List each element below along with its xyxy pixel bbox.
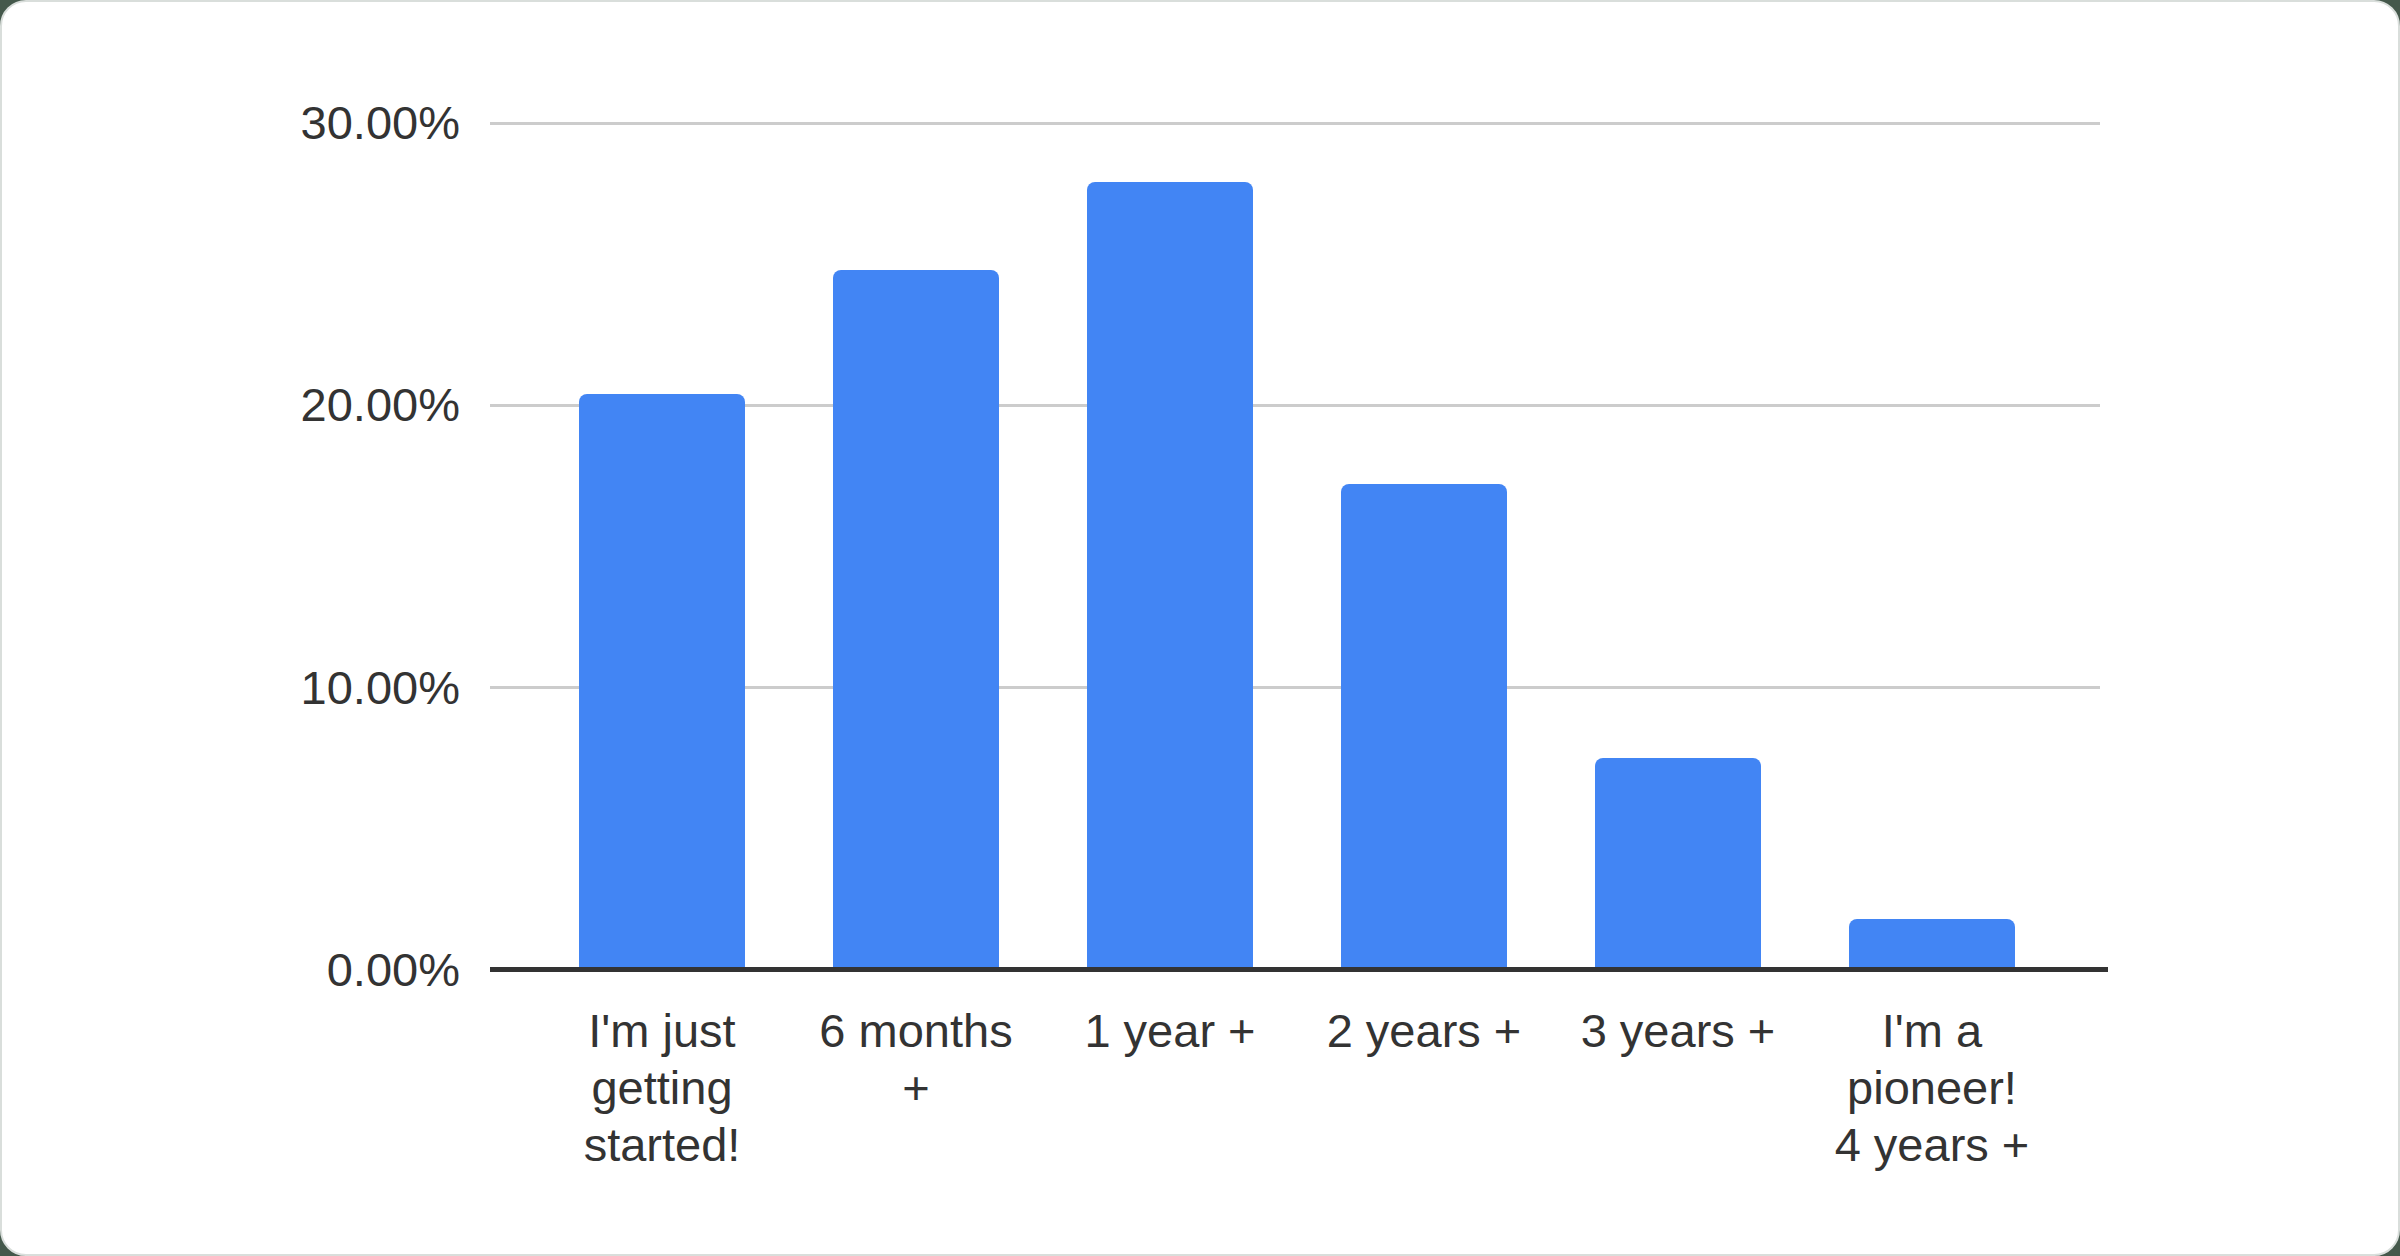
x-axis-category-label: 1 year + <box>1035 1002 1305 1059</box>
bar[interactable] <box>833 270 999 970</box>
chart-card: 0.00% 10.00% 20.00% 30.00% I'm just getting … <box>0 0 2400 1256</box>
x-axis-category-label: 3 years + <box>1543 1002 1813 1059</box>
x-axis-line <box>490 967 2108 972</box>
bar[interactable] <box>1595 758 1761 970</box>
bar-chart: 0.00% 10.00% 20.00% 30.00% I'm just getting … <box>2 2 2398 1254</box>
screenshot-root: 0.00% 10.00% 20.00% 30.00% I'm just getting … <box>0 0 2400 1256</box>
y-axis-tick-label: 0.00% <box>210 941 460 999</box>
gridline <box>490 122 2100 125</box>
bar[interactable] <box>1087 182 1253 970</box>
x-axis-category-label: 6 months + <box>781 1002 1051 1116</box>
x-axis-category-label: I'm a pioneer! 4 years + <box>1797 1002 2067 1173</box>
x-axis-category-label: I'm just getting started! <box>527 1002 797 1173</box>
bar[interactable] <box>1849 919 2015 970</box>
y-axis-tick-label: 20.00% <box>210 376 460 434</box>
bar[interactable] <box>1341 484 1507 970</box>
x-axis-category-label: 2 years + <box>1289 1002 1559 1059</box>
bar[interactable] <box>579 394 745 970</box>
y-axis-tick-label: 30.00% <box>210 94 460 152</box>
y-axis-tick-label: 10.00% <box>210 659 460 717</box>
